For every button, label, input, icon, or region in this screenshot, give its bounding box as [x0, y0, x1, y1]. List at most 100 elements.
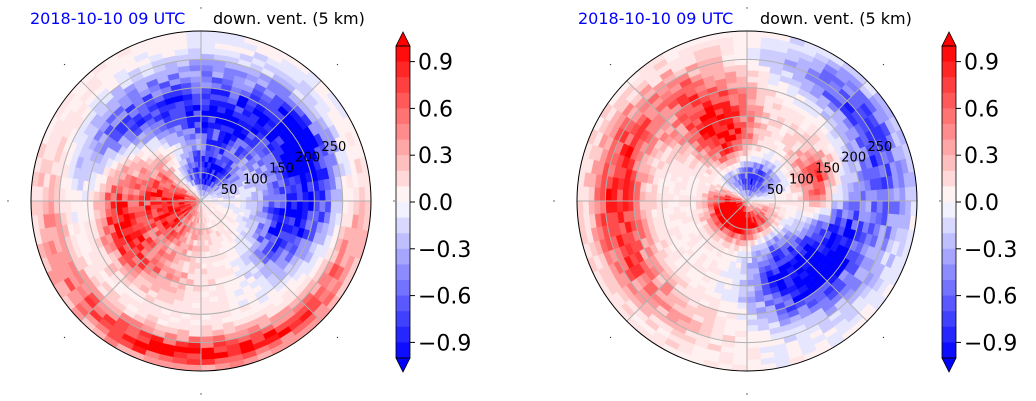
colorbar-band — [942, 217, 956, 234]
colorbar-band — [942, 311, 956, 328]
field-cell — [200, 347, 215, 355]
field-cell — [734, 330, 748, 338]
field-cell — [319, 200, 326, 213]
field-cell — [206, 127, 215, 135]
edge-tick — [7, 200, 9, 202]
field-cell — [200, 93, 211, 100]
field-cell — [186, 273, 195, 281]
field-cell — [200, 31, 217, 38]
colorbar-band — [942, 77, 956, 94]
field-cell — [739, 274, 748, 281]
field-cell — [882, 188, 889, 202]
date-label: 2018-10-10 09 UTC — [30, 9, 185, 28]
field-cell — [742, 240, 748, 247]
field-cell — [865, 189, 872, 202]
field-cell — [738, 239, 744, 247]
field-cell — [186, 353, 202, 360]
field-cell — [656, 200, 663, 210]
field-cell — [190, 308, 202, 315]
field-cell — [274, 193, 281, 202]
colorbar-band — [396, 108, 410, 125]
edge-tick — [609, 63, 612, 66]
field-cell — [188, 330, 202, 338]
field-cell — [746, 93, 757, 100]
colorbar-band — [942, 233, 956, 250]
field-cell — [779, 206, 787, 212]
field-cell — [133, 51, 149, 63]
colorbar-band — [396, 139, 410, 156]
field-cell — [112, 68, 128, 81]
field-cell — [262, 194, 270, 202]
field-cell — [115, 193, 123, 202]
field-cell — [674, 181, 682, 190]
edge-tick — [63, 63, 66, 66]
field-cell — [746, 347, 761, 355]
field-cell — [736, 87, 748, 94]
colorbar-tick-label: −0.6 — [418, 285, 471, 310]
field-cell — [47, 187, 55, 202]
grid-spoke — [80, 200, 202, 322]
field-cell — [808, 200, 816, 208]
field-cell — [268, 194, 275, 202]
radial-tick-label: 50 — [221, 183, 238, 198]
field-cell — [200, 70, 213, 78]
colorbar-band — [942, 108, 956, 125]
edge-tick — [746, 7, 748, 9]
field-cell — [762, 152, 769, 161]
field-cell — [650, 200, 657, 210]
field-cell — [588, 186, 595, 202]
colorbar-tick-label: 0.9 — [964, 51, 999, 76]
field-cell — [876, 188, 884, 202]
field-cell — [650, 192, 657, 202]
field-cell — [42, 186, 49, 202]
field-cell — [155, 196, 162, 202]
field-cell — [732, 273, 741, 281]
field-cell — [93, 200, 100, 211]
field-cell — [70, 178, 79, 191]
field-cell — [740, 262, 748, 270]
field-cell — [204, 149, 211, 157]
colorbar-tick-label: 0.0 — [964, 191, 999, 216]
grid-spoke — [200, 200, 322, 322]
field-cell — [738, 110, 748, 117]
colorbar-band — [942, 326, 956, 343]
field-cell — [695, 196, 703, 202]
field-cell — [743, 234, 748, 241]
field-cell — [127, 200, 134, 208]
field-cell — [330, 188, 338, 202]
field-cell — [47, 200, 55, 215]
field-cell — [735, 70, 748, 78]
field-cell — [177, 166, 185, 174]
polar-frame — [30, 30, 372, 372]
field-cell — [210, 205, 217, 210]
field-cell — [729, 295, 739, 303]
field-cell — [195, 138, 202, 145]
field-cell — [753, 121, 762, 129]
field-cell — [200, 161, 205, 168]
field-cell — [673, 187, 681, 196]
panel-left: 2018-10-10 09 UTC down. vent. (5 km) 50 1… — [7, 7, 471, 395]
field-cell — [200, 42, 216, 49]
edge-tick — [553, 200, 555, 202]
field-cell — [825, 193, 833, 202]
colorbar-band — [396, 170, 410, 187]
field-cell — [155, 192, 163, 198]
field-cell — [734, 64, 748, 72]
field-cell — [200, 149, 206, 157]
field-cell — [820, 200, 827, 209]
field-cell — [251, 200, 258, 207]
field-cell — [127, 194, 134, 202]
field-cell — [193, 274, 202, 281]
field-cell — [196, 149, 202, 157]
field-cell — [273, 207, 281, 216]
field-cell — [757, 323, 770, 332]
colorbar-tick-label: −0.9 — [964, 331, 1017, 356]
field-cell — [893, 200, 901, 215]
field-cell — [746, 138, 753, 145]
field-cell — [64, 200, 72, 214]
field-cell — [633, 190, 640, 202]
field-cell — [739, 115, 748, 123]
field-cell — [31, 185, 38, 202]
field-cell — [740, 127, 748, 134]
field-cell — [59, 200, 66, 214]
